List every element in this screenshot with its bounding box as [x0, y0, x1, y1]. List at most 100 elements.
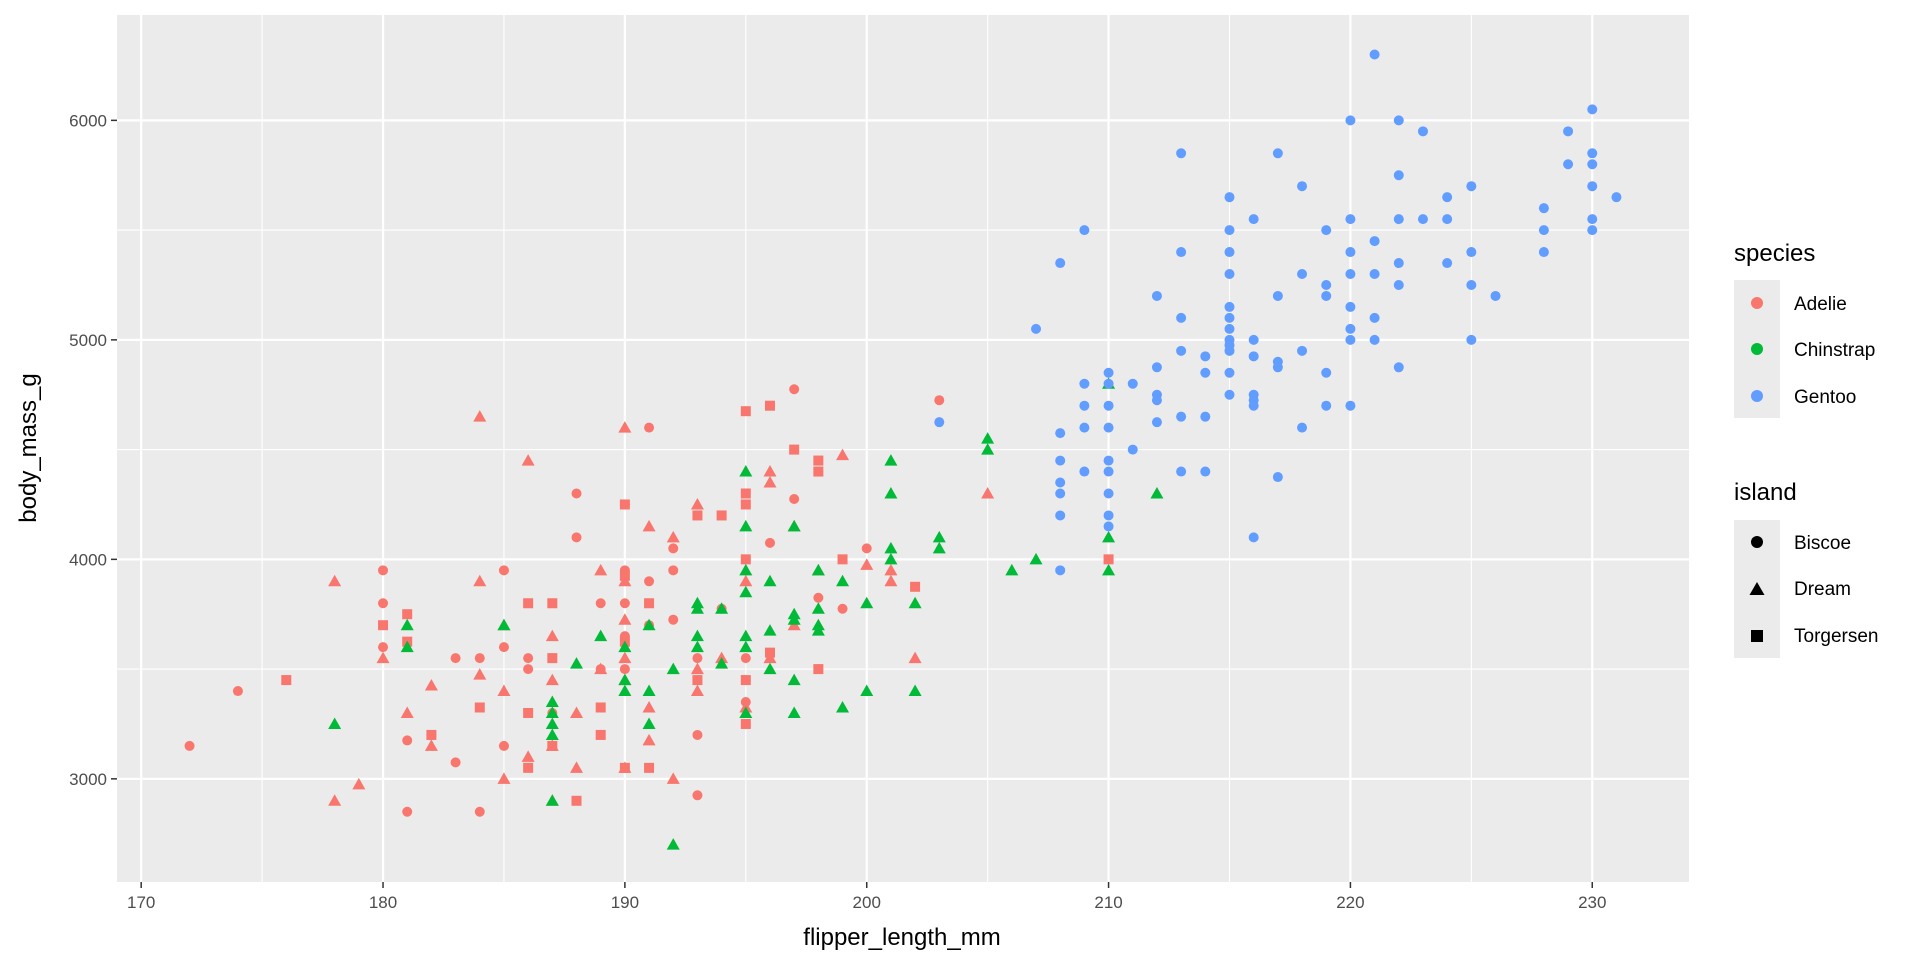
- point-gentoo-biscoe: [1369, 312, 1380, 323]
- point-gentoo-biscoe: [1466, 279, 1477, 290]
- legend-label-adelie: Adelie: [1794, 294, 1847, 315]
- point-gentoo-biscoe: [1103, 521, 1114, 532]
- point-chinstrap-dream: [594, 629, 608, 642]
- point-gentoo-biscoe: [1466, 334, 1477, 345]
- point-chinstrap-dream: [884, 552, 898, 565]
- point-chinstrap-dream: [400, 618, 414, 631]
- point-adelie-dream: [328, 794, 342, 806]
- point-adelie-dream: [521, 454, 535, 466]
- point-chinstrap-dream: [787, 706, 801, 718]
- point-adelie-biscoe: [619, 664, 630, 675]
- point-gentoo-biscoe: [1393, 279, 1404, 290]
- point-adelie-dream: [424, 739, 438, 751]
- point-gentoo-biscoe: [1103, 466, 1114, 477]
- point-chinstrap-dream: [884, 541, 898, 554]
- point-gentoo-biscoe: [1200, 466, 1211, 477]
- point-chinstrap-dream: [932, 541, 946, 554]
- point-gentoo-biscoe: [1151, 395, 1162, 406]
- point-adelie-torgersen: [716, 510, 727, 521]
- point-adelie-dream: [860, 558, 874, 570]
- point-gentoo-biscoe: [1393, 214, 1404, 225]
- point-gentoo-biscoe: [1079, 378, 1090, 389]
- point-gentoo-biscoe: [1538, 247, 1549, 258]
- point-chinstrap-dream: [739, 519, 753, 532]
- point-adelie-biscoe: [571, 488, 582, 499]
- point-adelie-torgersen: [378, 620, 389, 631]
- point-gentoo-biscoe: [1345, 334, 1356, 345]
- point-adelie-biscoe: [474, 806, 485, 817]
- legend-key-biscoe: [1751, 536, 1763, 548]
- point-gentoo-biscoe: [1587, 181, 1598, 192]
- point-adelie-dream: [473, 574, 487, 587]
- point-adelie-biscoe: [498, 565, 509, 576]
- point-gentoo-biscoe: [1200, 411, 1211, 422]
- y-axis: 3000 4000 5000 6000: [69, 111, 117, 789]
- point-adelie-torgersen: [281, 675, 292, 686]
- point-adelie-torgersen: [523, 707, 534, 718]
- point-adelie-dream: [618, 421, 632, 433]
- point-gentoo-biscoe: [1297, 181, 1308, 192]
- point-adelie-torgersen: [764, 400, 775, 411]
- point-adelie-dream: [836, 448, 850, 461]
- point-gentoo-biscoe: [1417, 214, 1428, 225]
- legend-label-gentoo: Gentoo: [1794, 387, 1856, 408]
- point-adelie-torgersen: [740, 675, 751, 686]
- point-chinstrap-dream: [545, 728, 559, 740]
- point-adelie-torgersen: [692, 510, 703, 521]
- data-points: [184, 49, 1622, 850]
- point-gentoo-biscoe: [1176, 466, 1187, 477]
- point-gentoo-biscoe: [1151, 290, 1162, 301]
- point-adelie-torgersen: [426, 729, 437, 740]
- point-adelie-biscoe: [668, 543, 679, 554]
- point-adelie-dream: [545, 629, 559, 642]
- x-axis-title: flipper_length_mm: [803, 924, 1000, 951]
- legend-island-title: island: [1734, 479, 1797, 506]
- point-adelie-dream: [545, 673, 559, 686]
- y-tick-label: 4000: [69, 550, 107, 569]
- legend-key-chinstrap: [1751, 343, 1763, 355]
- point-gentoo-biscoe: [1248, 532, 1259, 543]
- point-adelie-torgersen: [474, 702, 485, 713]
- point-adelie-dream: [763, 476, 777, 488]
- point-adelie-biscoe: [523, 653, 534, 664]
- point-adelie-dream: [376, 651, 390, 664]
- point-gentoo-biscoe: [1321, 290, 1332, 301]
- point-adelie-dream: [884, 563, 898, 576]
- point-chinstrap-dream: [908, 596, 922, 609]
- point-adelie-biscoe: [644, 422, 655, 433]
- point-adelie-dream: [328, 574, 342, 587]
- point-adelie-torgersen: [595, 702, 606, 713]
- legend-label-torgersen: Torgersen: [1794, 626, 1879, 647]
- point-adelie-biscoe: [619, 598, 630, 609]
- point-chinstrap-dream: [811, 602, 825, 614]
- point-adelie-dream: [570, 761, 584, 773]
- point-adelie-torgersen: [764, 647, 775, 658]
- point-adelie-dream: [424, 679, 438, 691]
- point-chinstrap-dream: [811, 563, 825, 576]
- point-gentoo-biscoe: [1321, 279, 1332, 290]
- point-gentoo-biscoe: [1176, 345, 1187, 356]
- point-gentoo-biscoe: [1563, 159, 1574, 170]
- panel-background: [117, 15, 1689, 882]
- point-gentoo-biscoe: [1103, 455, 1114, 466]
- point-chinstrap-dream: [739, 563, 753, 576]
- point-adelie-torgersen: [523, 762, 534, 773]
- point-gentoo-biscoe: [1369, 334, 1380, 345]
- point-adelie-biscoe: [378, 565, 389, 576]
- point-gentoo-biscoe: [1055, 565, 1066, 576]
- point-adelie-biscoe: [789, 493, 800, 504]
- point-adelie-biscoe: [378, 598, 389, 609]
- point-chinstrap-dream: [618, 640, 632, 653]
- point-chinstrap-dream: [328, 717, 342, 729]
- point-gentoo-biscoe: [1345, 214, 1356, 225]
- point-adelie-dream: [690, 662, 704, 675]
- point-adelie-torgersen: [1103, 554, 1114, 565]
- point-gentoo-biscoe: [1127, 378, 1138, 389]
- point-gentoo-biscoe: [934, 417, 945, 428]
- grid-minor: [117, 15, 1689, 882]
- point-chinstrap-dream: [1005, 563, 1019, 576]
- point-adelie-torgersen: [619, 570, 630, 581]
- point-adelie-dream: [981, 486, 995, 499]
- legend-key-dream: [1749, 582, 1765, 595]
